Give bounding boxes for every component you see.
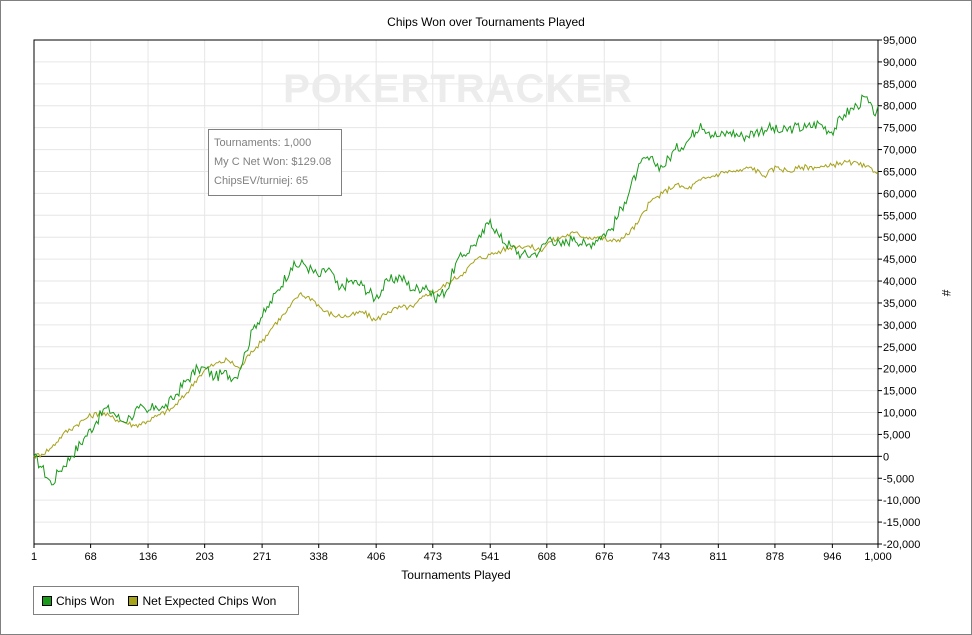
x-tick-label: 811 bbox=[710, 551, 728, 563]
x-tick-label: 473 bbox=[424, 551, 442, 563]
legend-swatch-chips-won bbox=[42, 595, 52, 606]
x-tick-label: 203 bbox=[195, 551, 213, 563]
y-tick-label: 60,000 bbox=[883, 188, 917, 200]
x-axis-label: Tournaments Played bbox=[401, 568, 510, 582]
y-tick-label: 55,000 bbox=[883, 210, 917, 222]
y-axis-label: # bbox=[939, 290, 953, 297]
y-tick-label: -15,000 bbox=[883, 517, 920, 529]
series-line-net-expected bbox=[33, 159, 879, 459]
y-tick-label: 35,000 bbox=[883, 298, 917, 310]
y-tick-label: 50,000 bbox=[883, 232, 917, 244]
x-tick-label: 676 bbox=[595, 551, 613, 563]
x-tick-label: 1,000 bbox=[864, 551, 892, 563]
y-tick-label: 20,000 bbox=[883, 364, 917, 376]
tooltip-tournaments: Tournaments: 1,000 bbox=[214, 137, 312, 149]
legend-label-chips-won: Chips Won bbox=[56, 593, 115, 608]
y-tick-label: 15,000 bbox=[883, 386, 917, 398]
series-layer bbox=[33, 94, 879, 486]
grid-lines bbox=[33, 39, 879, 545]
x-tick-label: 946 bbox=[823, 551, 841, 563]
y-tick-label: 25,000 bbox=[883, 342, 917, 354]
x-tick-label: 136 bbox=[139, 551, 157, 563]
watermark-logo: POKERTRACKER bbox=[283, 67, 633, 111]
y-tick-label: 45,000 bbox=[883, 254, 917, 266]
tooltip-chipsev: ChipsEV/turniej: 65 bbox=[214, 175, 309, 187]
legend-label-net-expected: Net Expected Chips Won bbox=[142, 593, 277, 608]
x-tick-label: 878 bbox=[766, 551, 784, 563]
hover-tooltip: Tournaments: 1,000 My C Net Won: $129.08… bbox=[208, 129, 342, 196]
legend-item-net-expected[interactable]: Net Expected Chips Won bbox=[128, 594, 276, 608]
x-tick-label: 743 bbox=[652, 551, 670, 563]
y-tick-label: 70,000 bbox=[883, 145, 917, 157]
x-tick-label: 68 bbox=[84, 551, 96, 563]
y-tick-label: 90,000 bbox=[883, 57, 917, 69]
series-line-chips-won bbox=[33, 94, 879, 486]
y-tick-label: 75,000 bbox=[883, 123, 917, 135]
y-tick-label: 65,000 bbox=[883, 166, 917, 178]
y-tick-label: 0 bbox=[883, 451, 889, 463]
legend-item-chips-won[interactable]: Chips Won bbox=[42, 594, 114, 608]
x-tick-label: 541 bbox=[481, 551, 499, 563]
legend: Chips Won Net Expected Chips Won bbox=[33, 586, 299, 615]
y-tick-label: 80,000 bbox=[883, 101, 917, 113]
plot-area-border bbox=[33, 39, 879, 545]
y-tick-label: -20,000 bbox=[883, 539, 920, 551]
y-tick-label: 95,000 bbox=[883, 35, 917, 47]
legend-swatch-net-expected bbox=[128, 595, 139, 606]
y-tick-label: 40,000 bbox=[883, 276, 917, 288]
y-tick-label: 5,000 bbox=[883, 429, 911, 441]
x-tick-label: 338 bbox=[310, 551, 328, 563]
chart-title: Chips Won over Tournaments Played bbox=[387, 15, 585, 29]
y-tick-label: -5,000 bbox=[883, 473, 914, 485]
y-tick-label: 10,000 bbox=[883, 408, 917, 420]
x-tick-label: 406 bbox=[367, 551, 385, 563]
x-tick-label: 608 bbox=[538, 551, 556, 563]
tooltip-net-won: My C Net Won: $129.08 bbox=[214, 156, 332, 168]
y-tick-label: -10,000 bbox=[883, 495, 920, 507]
x-axis-ticks: 1 68 136 203 271 338 406 473 541 608 676 743 811 878 9… bbox=[31, 544, 892, 563]
x-tick-label: 1 bbox=[31, 551, 37, 563]
x-tick-label: 271 bbox=[253, 551, 271, 563]
y-axis-ticks: 95,000 90,000 85,000 80,000 75,000 70,000 65,0… bbox=[878, 35, 920, 551]
y-tick-label: 30,000 bbox=[883, 320, 917, 332]
y-tick-label: 85,000 bbox=[883, 79, 917, 91]
